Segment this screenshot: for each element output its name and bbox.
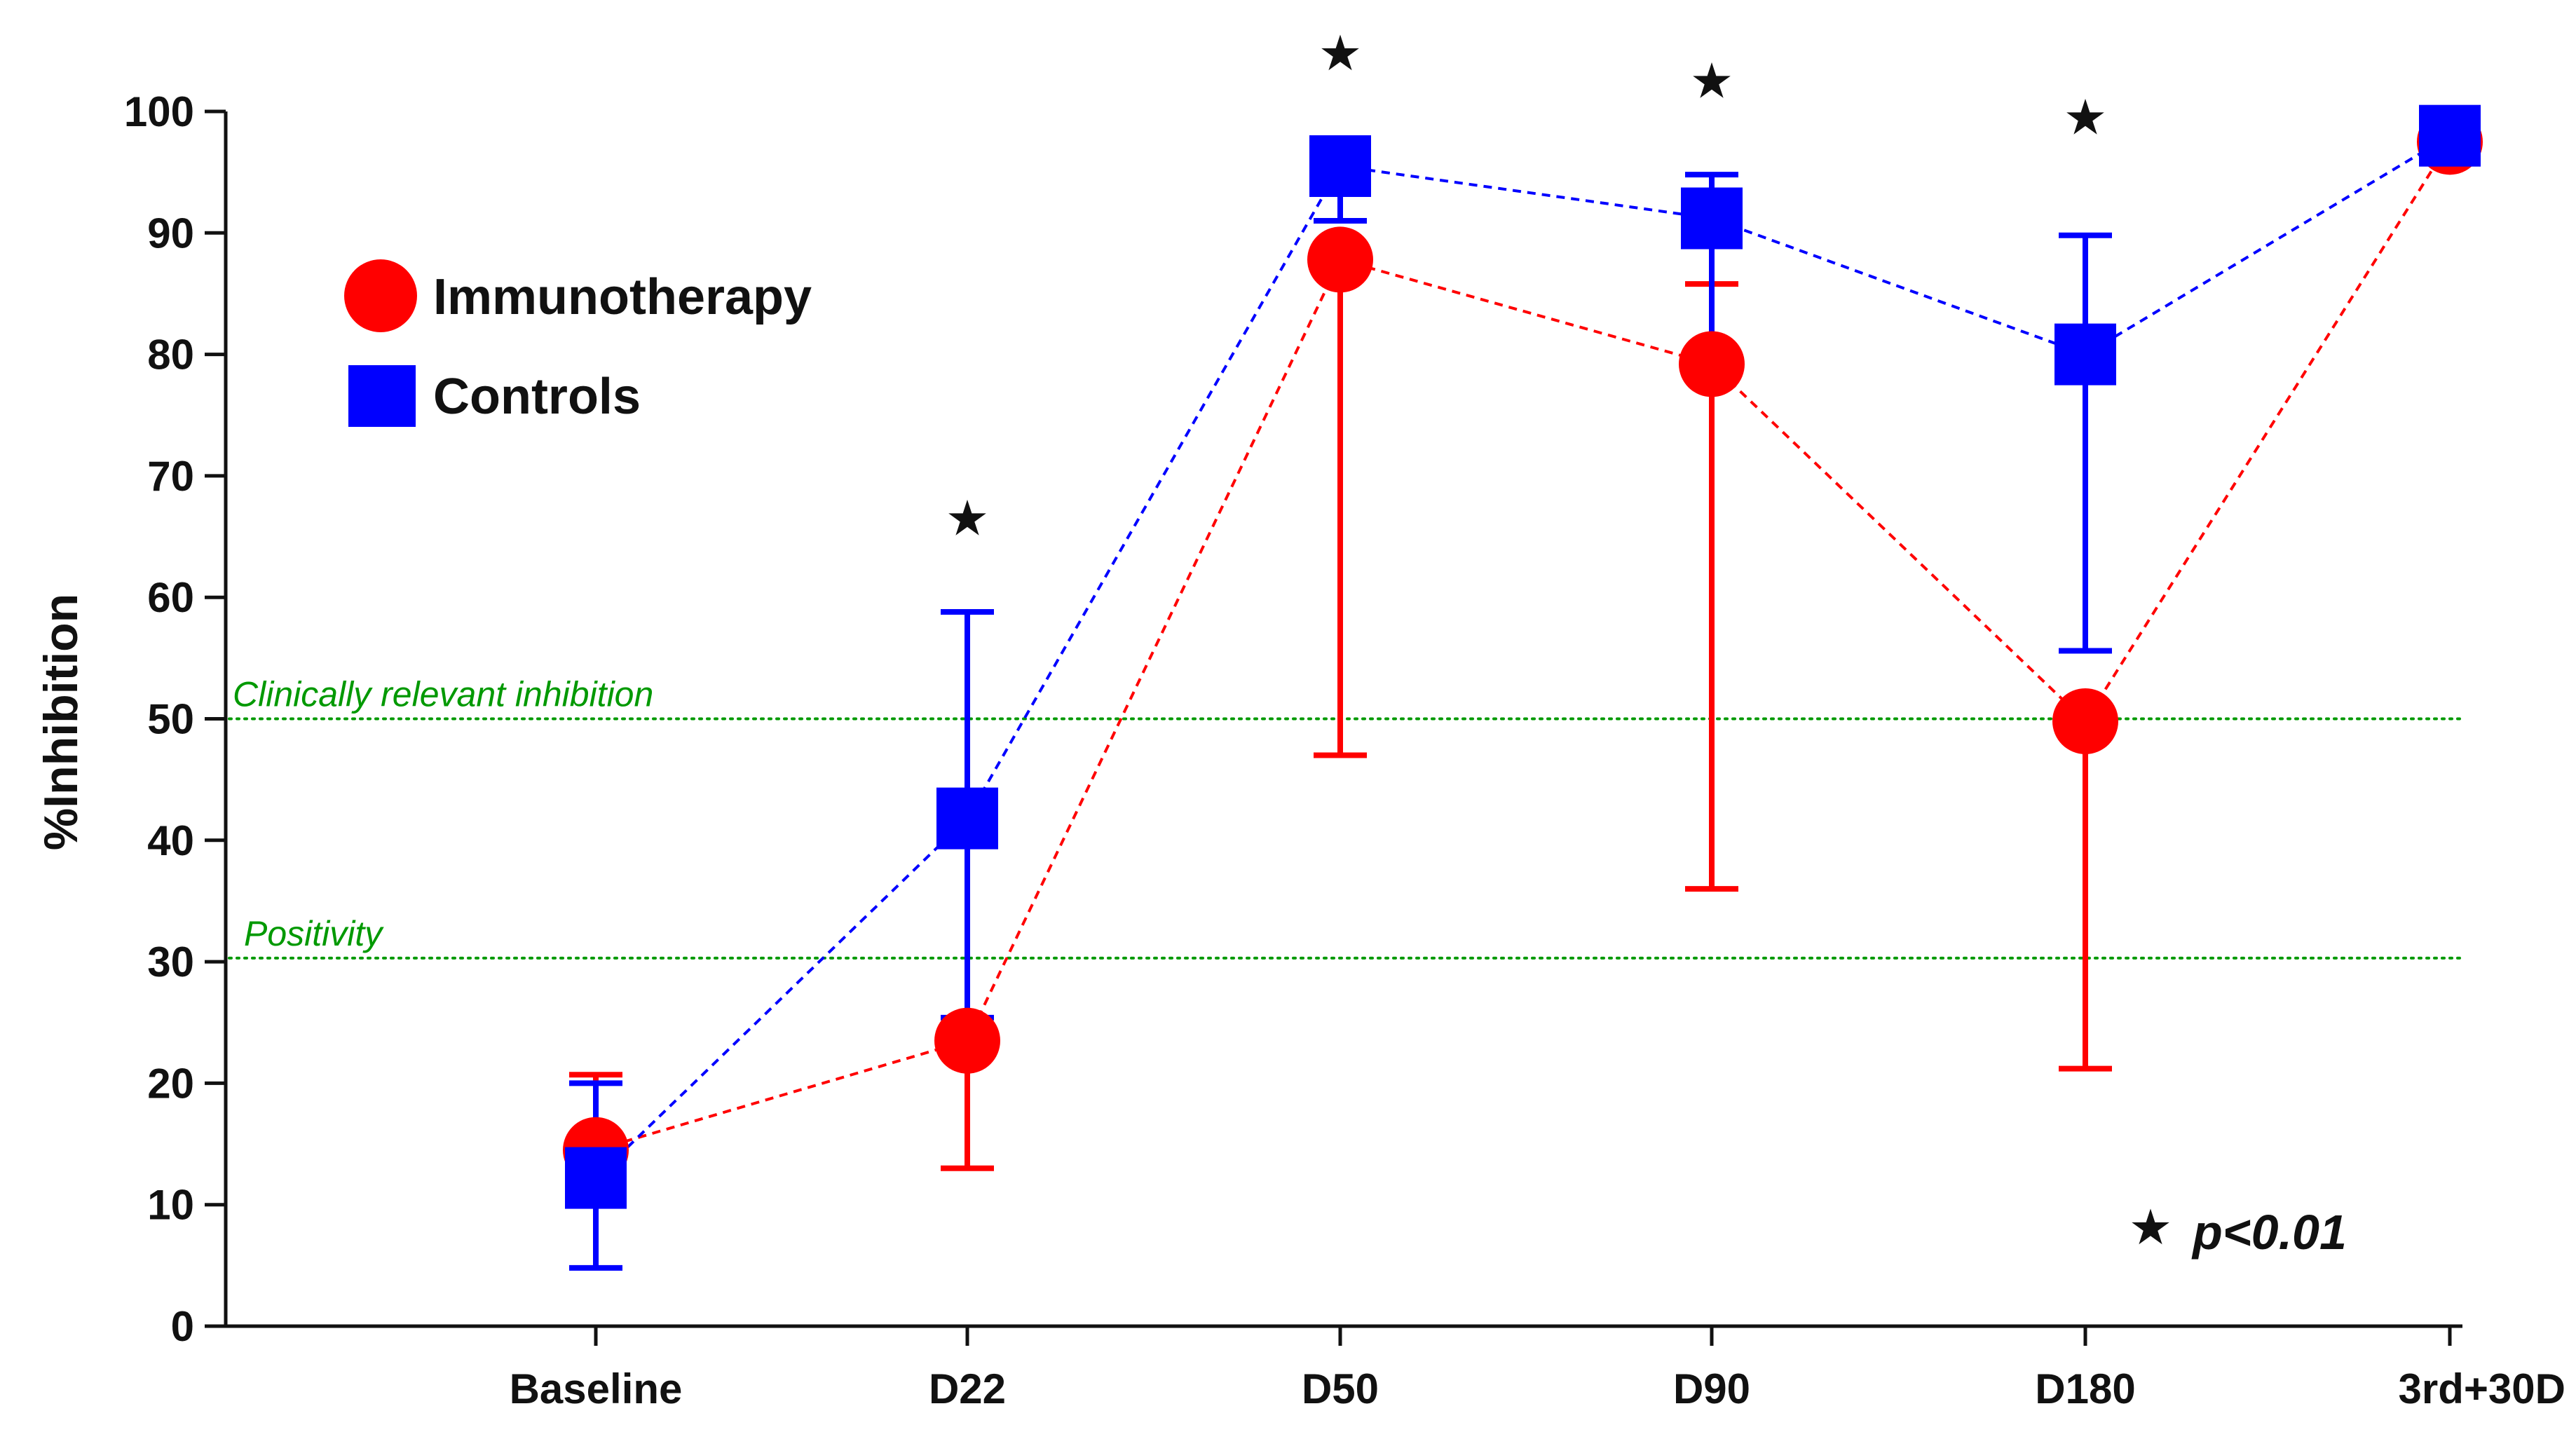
legend: Immunotherapy Controls xyxy=(344,259,812,427)
y-axis-title: %Inhibition xyxy=(34,594,88,850)
series-line-controls xyxy=(594,134,2451,1180)
series xyxy=(563,104,2483,1271)
data-point-immunotherapy xyxy=(1679,331,1745,397)
y-tick-label: 90 xyxy=(147,210,194,257)
x-tick-label: D90 xyxy=(1673,1365,1750,1412)
y-ticks: 0 10 20 30 40 50 60 70 80 90 100 xyxy=(124,88,226,1350)
y-tick-label: 100 xyxy=(124,88,194,135)
y-tick-label: 0 xyxy=(171,1303,194,1350)
significance-star-icon: ★ xyxy=(1690,54,1734,109)
legend-label-immunotherapy: Immunotherapy xyxy=(433,269,812,325)
series-line-immunotherapy xyxy=(595,141,2451,1152)
legend-marker-immunotherapy xyxy=(344,259,417,332)
y-tick-label: 70 xyxy=(147,453,194,500)
x-tick-label: D180 xyxy=(2035,1365,2135,1412)
significance-star-icon: ★ xyxy=(1318,26,1363,81)
data-point-immunotherapy xyxy=(934,1007,1000,1074)
data-point-controls xyxy=(936,787,998,850)
legend-marker-controls xyxy=(348,365,416,427)
y-tick-label: 10 xyxy=(147,1182,194,1229)
y-tick-label: 40 xyxy=(147,817,194,864)
significance-star-icon: ★ xyxy=(2064,90,2108,145)
data-point-immunotherapy xyxy=(1307,226,1373,293)
series-markers xyxy=(563,104,2483,1209)
y-tick-label: 80 xyxy=(147,332,194,379)
significance-markers: ★ ★ ★ ★ xyxy=(946,26,2108,546)
error-bars xyxy=(569,165,2112,1271)
reference-lines: Clinically relevant inhibition Positivity xyxy=(228,675,2464,960)
x-tick-label: D50 xyxy=(1302,1365,1379,1412)
data-point-controls xyxy=(565,1147,627,1209)
x-ticks: Baseline D22 D50 D90 D180 3rd+30D xyxy=(510,1326,2565,1412)
reference-line-label: Positivity xyxy=(244,914,384,953)
significance-annotation: p<0.01 xyxy=(2191,1205,2347,1260)
x-tick-label: D22 xyxy=(929,1365,1006,1412)
y-tick-label: 20 xyxy=(147,1060,194,1107)
x-tick-label: Baseline xyxy=(510,1365,683,1412)
legend-label-controls: Controls xyxy=(433,369,641,425)
significance-star-icon: ★ xyxy=(946,491,990,546)
reference-line-label: Clinically relevant inhibition xyxy=(233,675,653,714)
data-point-controls xyxy=(2054,323,2116,386)
y-tick-label: 50 xyxy=(147,696,194,743)
x-tick-label: 3rd+30D xyxy=(2399,1365,2565,1412)
significance-legend: ★ p<0.01 xyxy=(2129,1200,2347,1260)
series-lines xyxy=(594,134,2451,1180)
significance-legend-star-icon: ★ xyxy=(2129,1200,2173,1255)
data-point-controls xyxy=(1309,135,1371,197)
data-point-controls xyxy=(1681,187,1743,250)
data-point-immunotherapy xyxy=(2052,688,2118,754)
y-tick-label: 30 xyxy=(147,939,194,986)
y-tick-label: 60 xyxy=(147,574,194,621)
data-point-controls xyxy=(2419,104,2481,167)
